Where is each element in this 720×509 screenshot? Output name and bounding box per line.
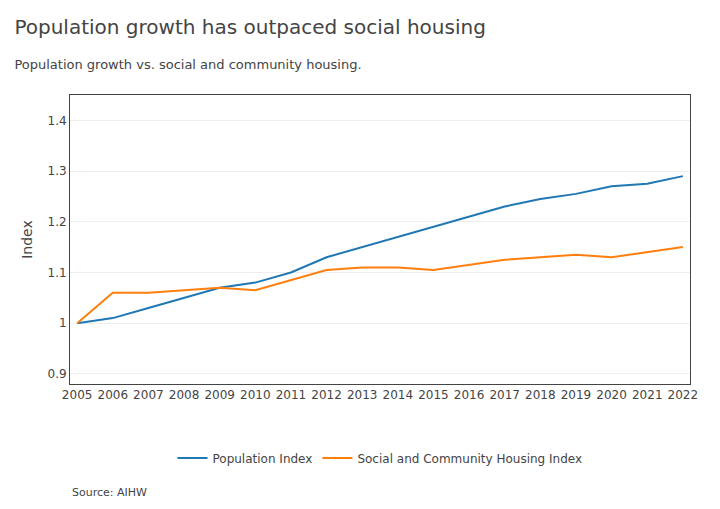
svg-text:2014: 2014: [383, 388, 414, 402]
svg-text:Social and Community Housing I: Social and Community Housing Index: [357, 452, 582, 466]
svg-text:0.9: 0.9: [48, 367, 67, 381]
svg-text:2013: 2013: [347, 388, 378, 402]
svg-text:1.3: 1.3: [48, 164, 67, 178]
svg-text:1.2: 1.2: [48, 215, 67, 229]
svg-text:2020: 2020: [596, 388, 627, 402]
svg-text:2010: 2010: [240, 388, 271, 402]
svg-text:Index: Index: [19, 220, 35, 259]
svg-text:1.1: 1.1: [48, 266, 67, 280]
svg-text:2005: 2005: [62, 388, 93, 402]
svg-text:Population Index: Population Index: [213, 452, 313, 466]
svg-text:Source: AIHW: Source: AIHW: [72, 486, 147, 499]
svg-text:2018: 2018: [525, 388, 556, 402]
svg-text:2009: 2009: [204, 388, 235, 402]
svg-text:2007: 2007: [133, 388, 164, 402]
svg-text:Population growth vs. social a: Population growth vs. social and communi…: [14, 57, 361, 72]
svg-text:2011: 2011: [276, 388, 307, 402]
svg-text:2015: 2015: [418, 388, 449, 402]
svg-text:Population growth has outpaced: Population growth has outpaced social ho…: [14, 15, 485, 39]
svg-text:2017: 2017: [489, 388, 520, 402]
svg-text:1: 1: [59, 316, 67, 330]
svg-text:2006: 2006: [97, 388, 128, 402]
svg-text:1.4: 1.4: [48, 114, 67, 128]
svg-text:2019: 2019: [561, 388, 592, 402]
svg-text:2022: 2022: [668, 388, 699, 402]
svg-text:2008: 2008: [169, 388, 200, 402]
svg-text:2016: 2016: [454, 388, 485, 402]
svg-text:2021: 2021: [632, 388, 663, 402]
svg-text:2012: 2012: [311, 388, 342, 402]
